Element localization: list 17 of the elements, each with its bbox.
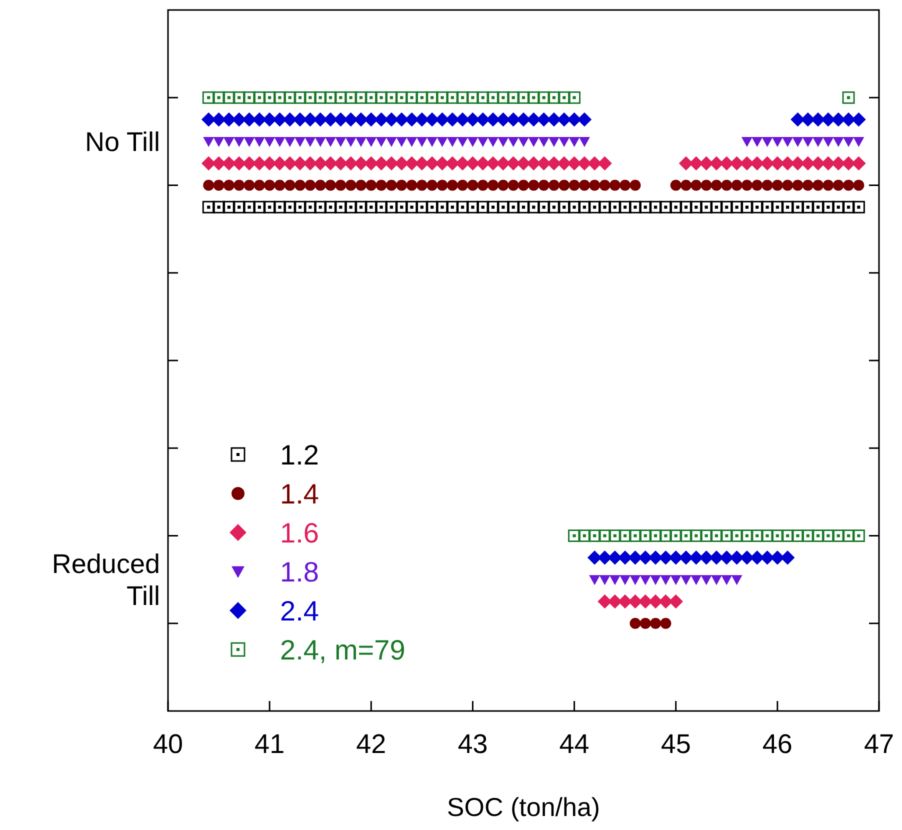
x-tick-label: 44 (559, 729, 590, 759)
legend-label: 2.4 (280, 595, 319, 626)
legend-label: 1.8 (280, 556, 319, 588)
x-tick-label: 41 (254, 729, 285, 759)
legend-label: 1.6 (280, 517, 319, 548)
x-tick-label: 42 (356, 729, 386, 759)
legend-label: 1.4 (280, 478, 319, 510)
x-tick-label: 47 (864, 729, 894, 759)
x-tick-label: 40 (152, 729, 184, 759)
y-tick-label: No Till (84, 126, 160, 157)
x-tick-label: 43 (458, 729, 488, 759)
x-tick-label: 45 (660, 729, 691, 759)
legend-label: 2.4, m=79 (280, 634, 406, 666)
y-tick-label: Reduced Till (52, 548, 160, 612)
x-tick-label: 46 (762, 729, 792, 759)
x-axis-title: SOC (ton/ha) (446, 792, 600, 822)
legend-label: 1.2 (280, 439, 319, 470)
